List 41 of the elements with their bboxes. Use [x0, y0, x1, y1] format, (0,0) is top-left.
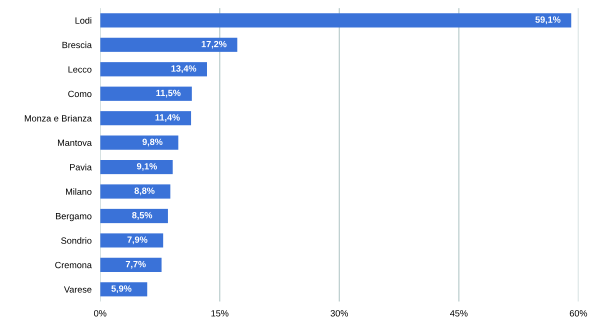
bar [100, 13, 572, 28]
bar [100, 136, 178, 150]
data-label: 17,2% [202, 40, 227, 49]
x-tick-label: 30% [330, 310, 348, 317]
y-tick-label: Lodi [76, 17, 92, 24]
data-label: 7,7% [126, 260, 146, 269]
bar [100, 86, 192, 101]
y-tick-label: Pavia [70, 164, 92, 170]
x-tick-label: 60% [570, 310, 588, 317]
bar [100, 233, 164, 248]
data-label: 9,1% [136, 163, 157, 171]
y-tick-label: Monza e Brianza [24, 114, 92, 122]
bar [100, 184, 170, 199]
bar [100, 208, 168, 224]
data-label: 11,5% [156, 90, 181, 98]
data-label: 8,5% [132, 212, 152, 220]
y-tick-label: Bergamo [56, 213, 92, 222]
x-tick-label: 45% [450, 310, 468, 317]
y-tick-label: Cremona [55, 262, 92, 268]
bar [100, 258, 162, 272]
data-label: 9,8% [142, 138, 163, 146]
y-tick-label: Como [68, 90, 92, 98]
data-label: 59,1% [535, 16, 560, 24]
y-tick-label: Sondrio [61, 237, 92, 244]
data-label: 11,4% [156, 114, 180, 122]
y-tick-label: Milano [66, 188, 92, 195]
bar [100, 282, 148, 296]
data-label: 13,4% [171, 65, 196, 74]
y-tick-label: Mantova [58, 140, 92, 146]
y-tick-label: Brescia [62, 42, 92, 48]
data-label: 5,9% [111, 285, 132, 294]
bar [100, 111, 192, 126]
y-tick-label: Lecco [68, 66, 92, 73]
bar [100, 160, 173, 174]
y-tick-label: Varese [64, 286, 92, 293]
x-tick-label: 15% [211, 310, 228, 317]
x-tick-label: 0% [94, 310, 106, 317]
data-label: 7,9% [127, 236, 148, 244]
bar [100, 62, 207, 76]
data-label: 8,8% [134, 188, 155, 196]
bar [100, 38, 238, 52]
